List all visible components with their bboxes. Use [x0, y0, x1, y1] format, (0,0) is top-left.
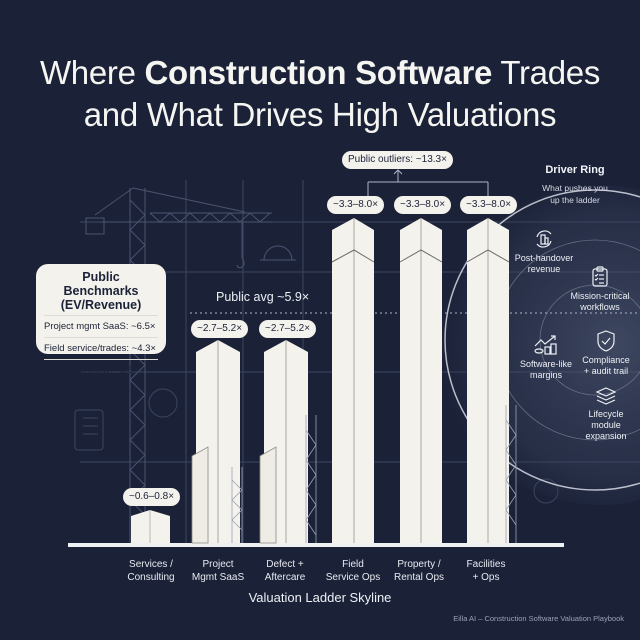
- range-chip: ~0.6–0.8×: [123, 488, 181, 506]
- ground-line: [68, 543, 564, 547]
- building-cycle-icon: [536, 230, 552, 248]
- driver-post-handover: Post-handover revenue: [504, 228, 584, 275]
- driver-ring-arc: [444, 189, 640, 491]
- public-avg-label: Public avg ~5.9×: [216, 290, 310, 304]
- category-label: Field Service Ops: [325, 559, 381, 583]
- category-label: Property / Rental Ops: [393, 559, 445, 583]
- title-line-2: and What Drives High Valuations: [83, 96, 557, 133]
- chart-coins-icon: [534, 335, 557, 355]
- driver-ring-subtitle: What pushes you up the ladder: [542, 183, 608, 205]
- scaffolding: [231, 405, 517, 543]
- benchmark-row: Doc & workflow: ~3.5×: [44, 359, 158, 381]
- range-chip: ~3.3–8.0×: [394, 196, 452, 214]
- outlier-bracket: [367, 169, 489, 196]
- title-line-1: Where Construction Software Trades: [39, 54, 601, 91]
- public-benchmarks-card: Public Benchmarks (EV/Revenue) Project m…: [36, 264, 166, 376]
- driver-lifecycle-expansion: Lifecycle module expansion: [566, 386, 640, 442]
- x-axis-title: Valuation Ladder Skyline: [248, 590, 392, 605]
- tower-property: [399, 218, 443, 543]
- range-chip: ~2.7–5.2×: [191, 320, 249, 338]
- benchmark-row: Field service/trades: ~4.3×: [44, 337, 158, 359]
- decor-checklist-icon: [74, 409, 104, 451]
- driver-compliance: Compliance + audit trail: [566, 330, 640, 377]
- range-chip: ~3.3–8.0×: [460, 196, 518, 214]
- footer-credit: Eilla AI – Construction Software Valuati…: [453, 614, 624, 623]
- driver-mission-critical: Mission-critical workflows: [560, 266, 640, 313]
- decor-check-circle-icon: [148, 388, 178, 418]
- driver-ring-title: Driver Ring: [545, 164, 605, 176]
- benchmarks-subtitle: (EV/Revenue): [60, 298, 142, 312]
- outliers-chip: Public outliers: ~13.3×: [342, 151, 453, 169]
- range-chip: ~2.7–5.2×: [259, 320, 317, 338]
- category-label: Defect + Aftercare: [264, 559, 306, 583]
- tower-services: [131, 510, 170, 543]
- category-label: Facilities + Ops: [466, 559, 506, 583]
- benchmarks-title: Public Benchmarks: [63, 270, 139, 298]
- layers-icon: [595, 387, 617, 405]
- shield-check-icon: [597, 330, 615, 352]
- range-chip: ~3.3–8.0×: [327, 196, 385, 214]
- crane-icon: [85, 187, 272, 545]
- clipboard-checklist-icon: [592, 266, 608, 287]
- tower-facilities: [466, 218, 510, 543]
- benchmark-row: Project mgmt SaaS: ~6.5×: [44, 315, 158, 337]
- hard-hat-icon: [260, 245, 296, 261]
- tower-field-service: [331, 218, 375, 543]
- driver-software-margins: Software-like margins: [506, 334, 586, 381]
- category-label: Project Mgmt SaaS: [191, 559, 245, 583]
- category-label: Services / Consulting: [127, 559, 175, 583]
- tower-project-mgmt: [191, 340, 240, 544]
- page-title: Where Construction Software Trades and W…: [0, 52, 640, 136]
- tower-defect: [259, 340, 308, 544]
